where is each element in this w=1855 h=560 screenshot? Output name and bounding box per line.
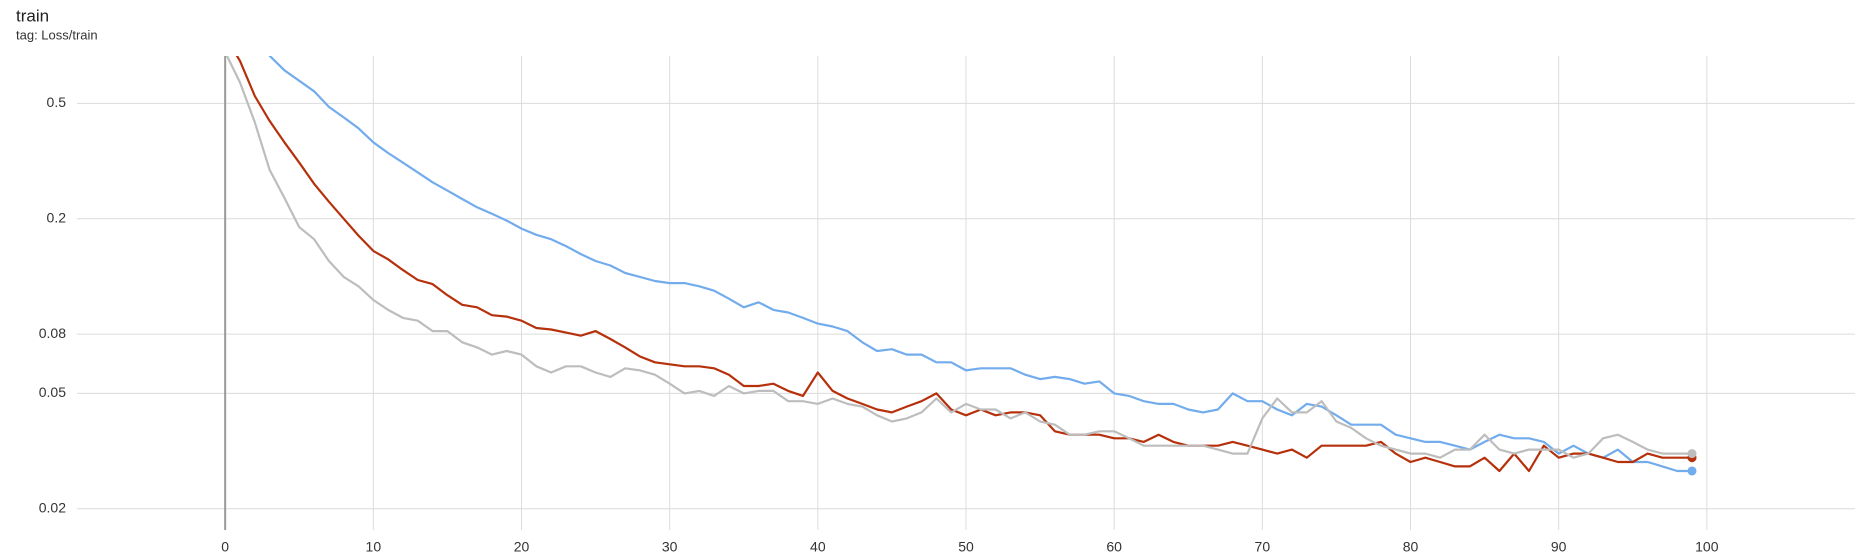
x-tick-label: 90: [1551, 539, 1567, 555]
end-point: [1687, 449, 1697, 459]
grid: 0.02 0.05 0.08 0.2 0.5 0 10 20 30 40 50 60 70 80 90 100: [39, 56, 1855, 555]
y-tick-label: 0.02: [39, 499, 66, 515]
y-tick-label: 0.5: [47, 94, 67, 110]
x-tick-label: 10: [366, 539, 382, 555]
end-point: [1687, 466, 1697, 476]
x-tick-label: 40: [810, 539, 826, 555]
x-tick-label: 0: [221, 539, 229, 555]
series-line: [235, 56, 1692, 473]
chart-subtitle: tag: Loss/train: [16, 27, 98, 42]
x-tick-label: 30: [662, 539, 678, 555]
x-tick-label: 60: [1106, 539, 1122, 555]
y-tick-label: 0.05: [39, 384, 66, 400]
x-tick-label: 100: [1695, 539, 1719, 555]
x-tick-label: 20: [514, 539, 530, 555]
series-line: [268, 56, 1692, 473]
y-tick-label: 0.2: [47, 209, 67, 225]
x-tick-label: 70: [1255, 539, 1271, 555]
x-tick-label: 80: [1403, 539, 1419, 555]
x-tick-label: 50: [958, 539, 974, 555]
plot-area: [225, 56, 1697, 476]
chart-title: train: [16, 6, 49, 25]
series-line: [225, 56, 1692, 459]
y-tick-label: 0.08: [39, 325, 66, 341]
